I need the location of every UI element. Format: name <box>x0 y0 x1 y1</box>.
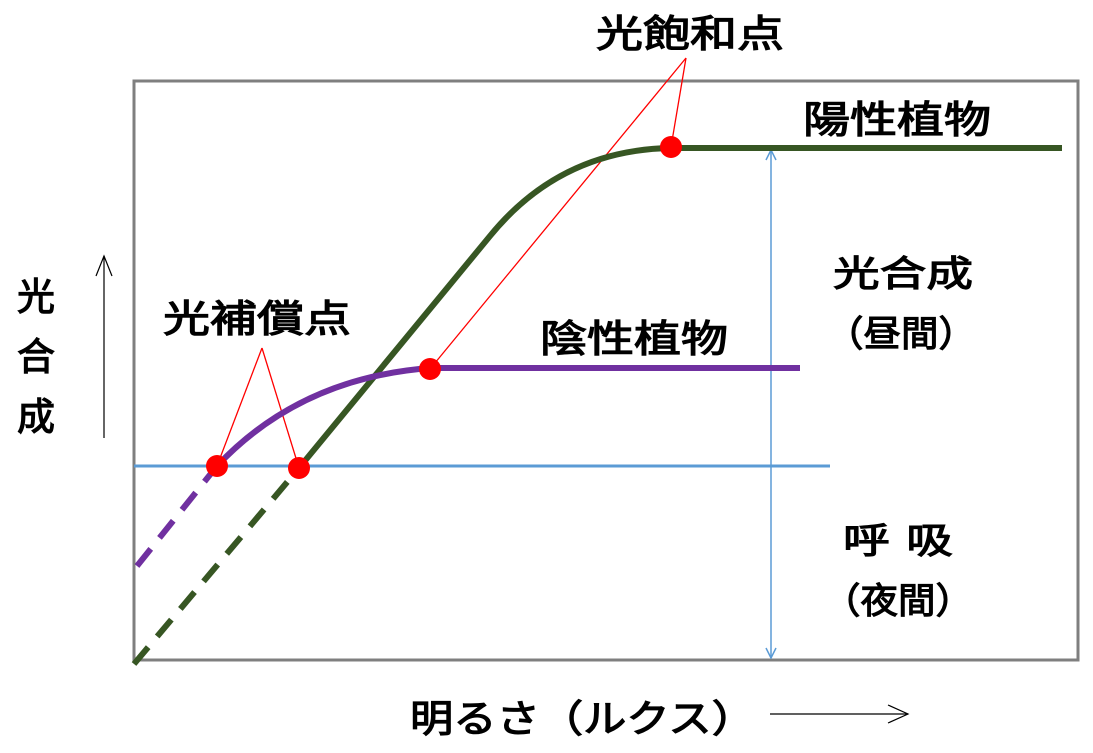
sun-plant-saturation-point <box>660 136 682 158</box>
photosynthesis-label: 光合成 <box>833 254 973 295</box>
x-axis-label: 明るさ（ルクス） <box>410 697 755 741</box>
y-axis-label-char-3: 成 <box>17 395 55 439</box>
respiration-label: 呼 吸 <box>843 521 953 562</box>
sun-plant-label: 陽性植物 <box>803 98 991 142</box>
light-saturation-callout <box>429 57 687 370</box>
sun-plant-compensation-point <box>288 457 310 479</box>
plot-frame <box>132 79 1080 662</box>
respiration-time-label: （夜間） <box>823 581 973 622</box>
light-compensation-label: 光補償点 <box>163 297 351 341</box>
sun-plant-curve <box>131 145 1062 666</box>
sun-plant-curve-dashed <box>131 466 302 666</box>
y-axis-arrow <box>95 254 113 438</box>
x-axis-arrow <box>770 704 910 724</box>
y-axis-label-char-2: 合 <box>17 335 55 379</box>
shade-plant-curve-dashed <box>134 464 220 568</box>
shade-plant-saturation-point <box>419 358 441 380</box>
photosynthesis-time-label: （昼間） <box>826 314 976 355</box>
light-compensation-callout <box>216 347 300 469</box>
shade-plant-compensation-point <box>206 455 228 477</box>
light-saturation-label: 光飽和点 <box>596 12 784 56</box>
shade-plant-curve-solid <box>214 365 800 469</box>
shade-plant-label: 陰性植物 <box>540 317 728 361</box>
y-axis-label-char-1: 光 <box>17 275 55 319</box>
shade-plant-curve <box>134 365 800 568</box>
sun-plant-curve-solid <box>296 145 1062 470</box>
